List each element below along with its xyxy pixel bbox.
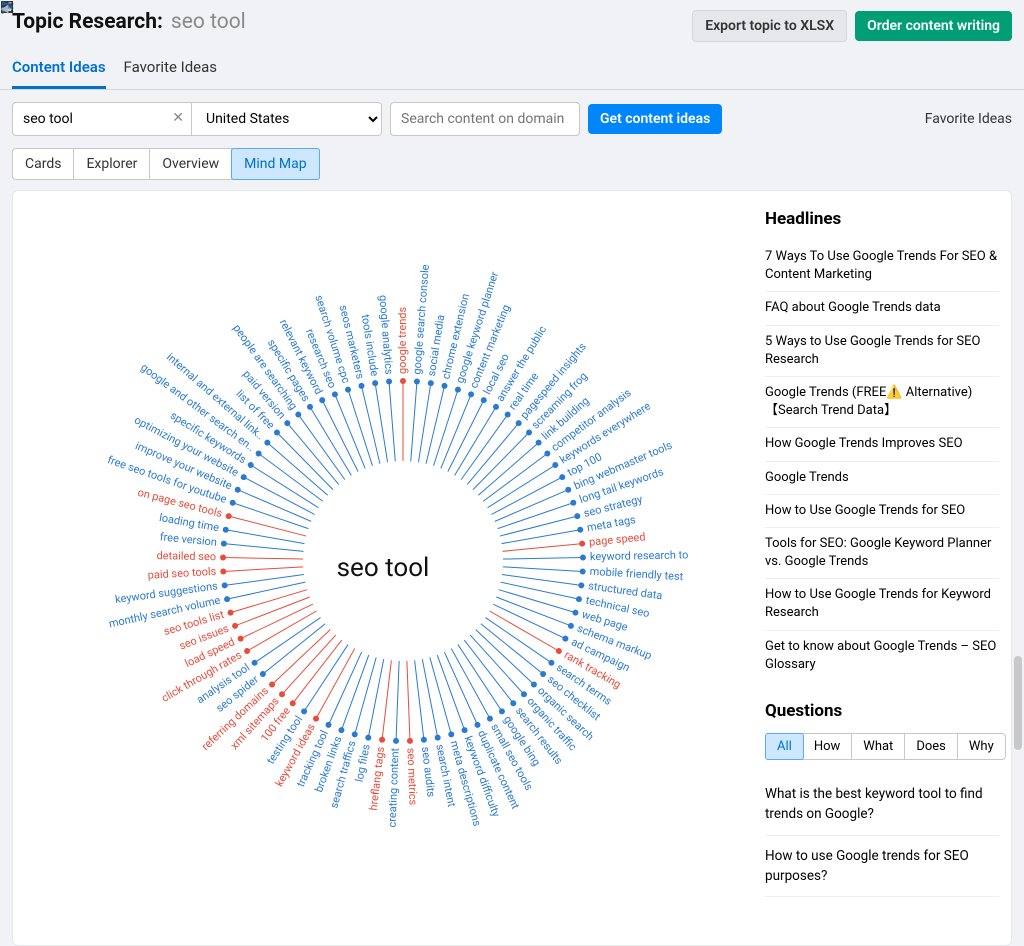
- domain-input[interactable]: [390, 102, 580, 136]
- page-title-topic: seo tool: [171, 10, 246, 34]
- mindmap-keyword[interactable]: creating content: [386, 747, 402, 828]
- headline-item[interactable]: How to Use Google Trends for SEO: [765, 495, 999, 528]
- page-title-label: Topic Research:: [12, 10, 163, 34]
- headline-text: Tools for SEO: Google Keyword Planner vs…: [765, 535, 999, 571]
- mindmap-keyword[interactable]: free version: [159, 530, 217, 548]
- mindmap-canvas[interactable]: google trendsgoogle search consolesocial…: [13, 191, 753, 945]
- headline-item[interactable]: Get to know about Google Trends – SEO Gl…: [765, 631, 999, 681]
- order-content-button[interactable]: Order content writing: [855, 11, 1012, 41]
- favorite-ideas-label: Favorite Ideas: [925, 111, 1012, 127]
- headline-text: FAQ about Google Trends data: [765, 299, 941, 317]
- view-tab-overview-label: Overview: [162, 156, 219, 172]
- view-tab-explorer-label: Explorer: [86, 156, 137, 172]
- export-xlsx-label: Export topic to XLSX: [705, 18, 834, 34]
- question-filter-all[interactable]: All: [765, 733, 804, 760]
- order-content-label: Order content writing: [867, 18, 1000, 34]
- headline-item[interactable]: Google Trends (FREE⚠️ Alternative)【Searc…: [765, 377, 999, 428]
- headline-text: How to Use Google Trends for Keyword Res…: [765, 586, 999, 622]
- view-tab-cards-label: Cards: [25, 156, 61, 172]
- view-tab-cards[interactable]: Cards: [13, 149, 74, 179]
- headline-item[interactable]: How to Use Google Trends for Keyword Res…: [765, 579, 999, 630]
- view-tab-explorer[interactable]: Explorer: [74, 149, 150, 179]
- headline-item[interactable]: How Google Trends Improves SEO: [765, 428, 999, 461]
- headlines-heading: Headlines: [765, 209, 999, 229]
- topic-input[interactable]: [12, 102, 192, 136]
- view-tab-overview[interactable]: Overview: [150, 149, 232, 179]
- view-tab-mindmap-label: Mind Map: [244, 156, 306, 172]
- headline-text: 7 Ways To Use Google Trends For SEO & Co…: [765, 248, 999, 284]
- headline-item[interactable]: Tools for SEO: Google Keyword Planner vs…: [765, 528, 999, 579]
- headline-item[interactable]: FAQ about Google Trends data: [765, 292, 999, 325]
- question-filter-what[interactable]: What: [852, 734, 905, 759]
- mindmap-keyword[interactable]: paid seo tools: [147, 565, 217, 582]
- question-filter-why[interactable]: Why: [958, 734, 1005, 759]
- headline-item[interactable]: Google Trends: [765, 462, 999, 495]
- clear-topic-icon[interactable]: ✕: [172, 110, 184, 126]
- headline-text: How to Use Google Trends for SEO: [765, 502, 965, 520]
- get-content-ideas-button[interactable]: Get content ideas: [588, 104, 722, 134]
- headline-item[interactable]: 5 Ways to Use Google Trends for SEO Rese…: [765, 326, 999, 377]
- headline-text: Google Trends: [765, 469, 849, 487]
- mindmap-keyword[interactable]: keyword research to: [590, 548, 689, 563]
- mindmap-keyword[interactable]: detailed seo: [156, 549, 216, 563]
- questions-heading: Questions: [765, 701, 999, 721]
- headline-item[interactable]: 7 Ways To Use Google Trends For SEO & Co…: [765, 241, 999, 292]
- question-item[interactable]: How to use Google trends for SEO purpose…: [765, 836, 999, 898]
- headline-text: Get to know about Google Trends – SEO Gl…: [765, 638, 999, 674]
- export-xlsx-button[interactable]: Export topic to XLSX: [692, 10, 847, 42]
- tab-favorite-ideas[interactable]: Favorite Ideas: [124, 58, 218, 89]
- headline-text: How Google Trends Improves SEO: [765, 435, 963, 453]
- question-filter-how[interactable]: How: [803, 734, 852, 759]
- headline-text: 5 Ways to Use Google Trends for SEO Rese…: [765, 333, 999, 369]
- country-select[interactable]: United States: [192, 102, 382, 136]
- view-tab-mindmap[interactable]: Mind Map: [231, 148, 319, 180]
- mindmap-keyword[interactable]: seo metrics: [404, 748, 419, 806]
- mindmap-center-label: seo tool: [337, 553, 430, 583]
- tab-content-ideas[interactable]: Content Ideas: [12, 58, 106, 89]
- mindmap-keyword[interactable]: page speed: [588, 530, 646, 548]
- headline-text: Google Trends (FREE⚠️ Alternative)【Searc…: [765, 384, 999, 420]
- question-filter-does[interactable]: Does: [905, 734, 958, 759]
- mindmap-keyword[interactable]: google trends: [396, 307, 409, 374]
- favorite-ideas-link[interactable]: Favorite Ideas: [925, 111, 1012, 127]
- question-item[interactable]: What is the best keyword tool to find tr…: [765, 774, 999, 836]
